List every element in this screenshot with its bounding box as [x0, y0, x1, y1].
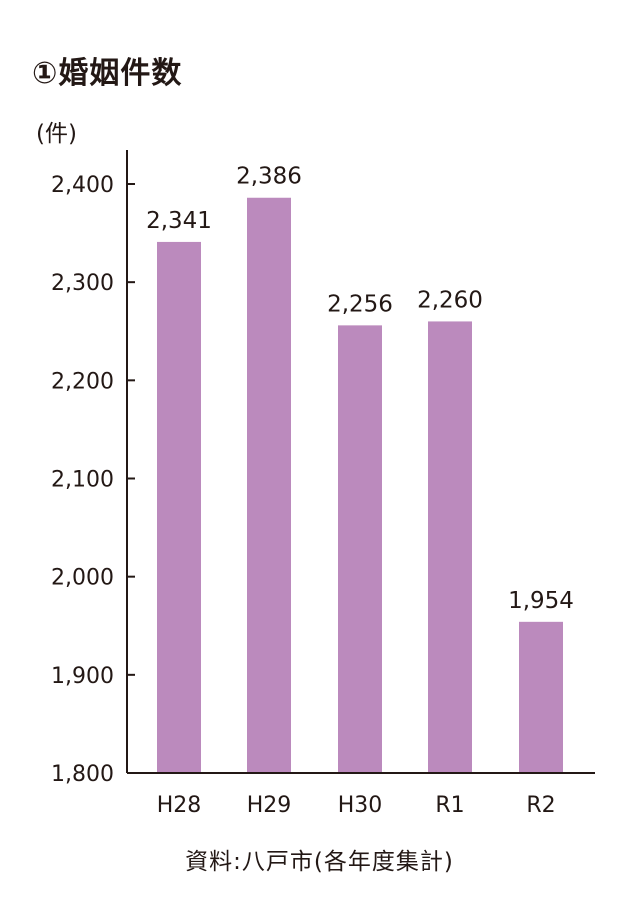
bar-value-label: 1,954 [508, 588, 574, 614]
x-category-label: R1 [435, 793, 464, 818]
x-category-label: R2 [526, 793, 555, 818]
x-axis-categories: H28 H29 H30 R1 R2 [157, 793, 556, 818]
bar [428, 321, 472, 773]
y-tick-label: 2,100 [51, 468, 114, 493]
bar [338, 325, 382, 773]
y-tick-label: 1,800 [51, 762, 114, 787]
y-tick-label: 1,900 [51, 664, 114, 689]
bar-value-label: 2,386 [236, 164, 302, 190]
bar [157, 241, 201, 773]
y-tick-label: 2,300 [51, 271, 114, 296]
bar-value-label: 2,256 [327, 291, 393, 317]
bar-value-label: 2,260 [417, 287, 483, 313]
bar [519, 621, 563, 773]
y-unit-label: (件) [36, 121, 77, 147]
y-tick-label: 2,400 [51, 173, 114, 198]
x-category-label: H29 [247, 793, 292, 818]
y-tick-label: 2,200 [51, 369, 114, 394]
bar [247, 197, 291, 773]
y-tick-label: 2,000 [51, 566, 114, 591]
source-note: 資料:八戸市(各年度集計) [185, 849, 454, 875]
x-category-label: H30 [338, 793, 383, 818]
y-axis-ticks: 1,800 1,900 2,000 2,100 2,200 2,300 2,400 [51, 173, 135, 787]
bar-value-label: 2,341 [146, 208, 212, 234]
chart-title: ①婚姻件数 [32, 56, 183, 91]
x-category-label: H28 [157, 793, 202, 818]
bar-series: 2,341 2,386 2,256 2,260 1,954 [146, 164, 574, 773]
